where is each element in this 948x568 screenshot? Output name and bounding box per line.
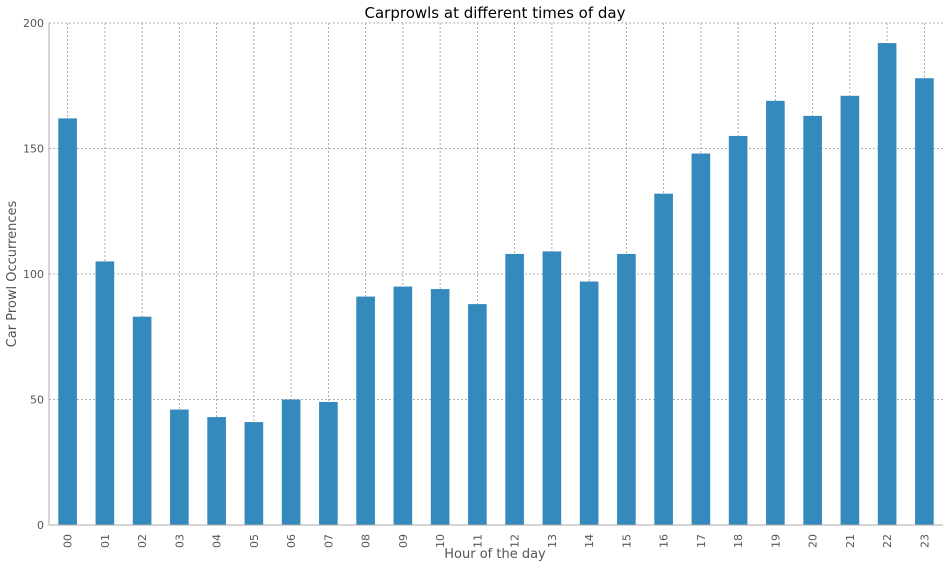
y-tick-label-0: 0 <box>37 519 44 532</box>
x-tick-label-09: 09 <box>397 534 410 548</box>
x-tick-label-19: 19 <box>769 534 782 548</box>
x-tick-label-08: 08 <box>360 534 373 548</box>
bar-23 <box>915 78 934 525</box>
x-axis-label: Hour of the day <box>444 547 546 562</box>
bar-17 <box>691 153 711 525</box>
grid-lines <box>49 22 943 525</box>
bar-05 <box>244 422 264 525</box>
x-tick-label-11: 11 <box>471 534 484 548</box>
x-tick-label-13: 13 <box>546 534 559 548</box>
bar-20 <box>803 115 822 526</box>
bar-19 <box>766 100 785 525</box>
chart-title: Carprowls at different times of day <box>365 4 626 22</box>
bar-21 <box>840 95 860 525</box>
x-tick-label-21: 21 <box>844 534 857 548</box>
x-tick-label-22: 22 <box>881 534 894 548</box>
y-tick-label-100: 100 <box>23 268 44 281</box>
bar-18 <box>728 135 748 525</box>
bar-10 <box>430 289 450 525</box>
bar-03 <box>170 409 189 525</box>
x-tick-label-01: 01 <box>99 534 112 548</box>
bar-14 <box>579 281 599 525</box>
y-axis-label: Car Prowl Occurrences <box>5 200 20 347</box>
bar-01 <box>95 261 115 525</box>
bar-00 <box>58 118 77 525</box>
x-tick-label-16: 16 <box>658 534 671 548</box>
y-tick-labels: 0 50 100 150 200 <box>23 17 44 532</box>
x-tick-label-15: 15 <box>620 534 633 548</box>
x-tick-label-18: 18 <box>732 534 745 548</box>
x-tick-labels: 00 01 02 03 04 05 06 07 08 09 10 11 12 13 14 15 16 17 18 19… <box>62 534 932 548</box>
x-tick-label-02: 02 <box>136 534 149 548</box>
x-tick-label-05: 05 <box>248 534 261 548</box>
x-tick-label-23: 23 <box>918 534 931 548</box>
x-tick-label-17: 17 <box>695 534 708 548</box>
x-tick-label-20: 20 <box>807 534 820 548</box>
bar-08 <box>356 296 375 525</box>
x-tick-label-12: 12 <box>509 534 522 548</box>
bar-02 <box>132 316 152 525</box>
x-tick-label-10: 10 <box>434 534 447 548</box>
bar-16 <box>654 193 673 525</box>
bar-series <box>58 43 934 526</box>
x-tick-label-06: 06 <box>285 534 298 548</box>
bar-09 <box>393 286 413 525</box>
x-tick-label-00: 00 <box>62 534 75 548</box>
bar-15 <box>617 253 636 526</box>
x-tick-label-04: 04 <box>211 534 224 548</box>
y-tick-label-150: 150 <box>23 143 44 156</box>
bar-22 <box>877 43 897 525</box>
bar-11 <box>468 304 487 525</box>
y-tick-label-200: 200 <box>23 17 44 30</box>
bar-12 <box>505 253 524 526</box>
x-tick-label-07: 07 <box>322 534 335 548</box>
bar-04 <box>207 417 226 525</box>
axes <box>48 23 943 526</box>
x-tick-label-14: 14 <box>583 534 596 548</box>
bar-13 <box>542 251 562 525</box>
y-tick-label-50: 50 <box>30 394 44 407</box>
bar-07 <box>319 402 338 525</box>
x-tick-label-03: 03 <box>173 534 186 548</box>
bar-06 <box>281 399 301 525</box>
